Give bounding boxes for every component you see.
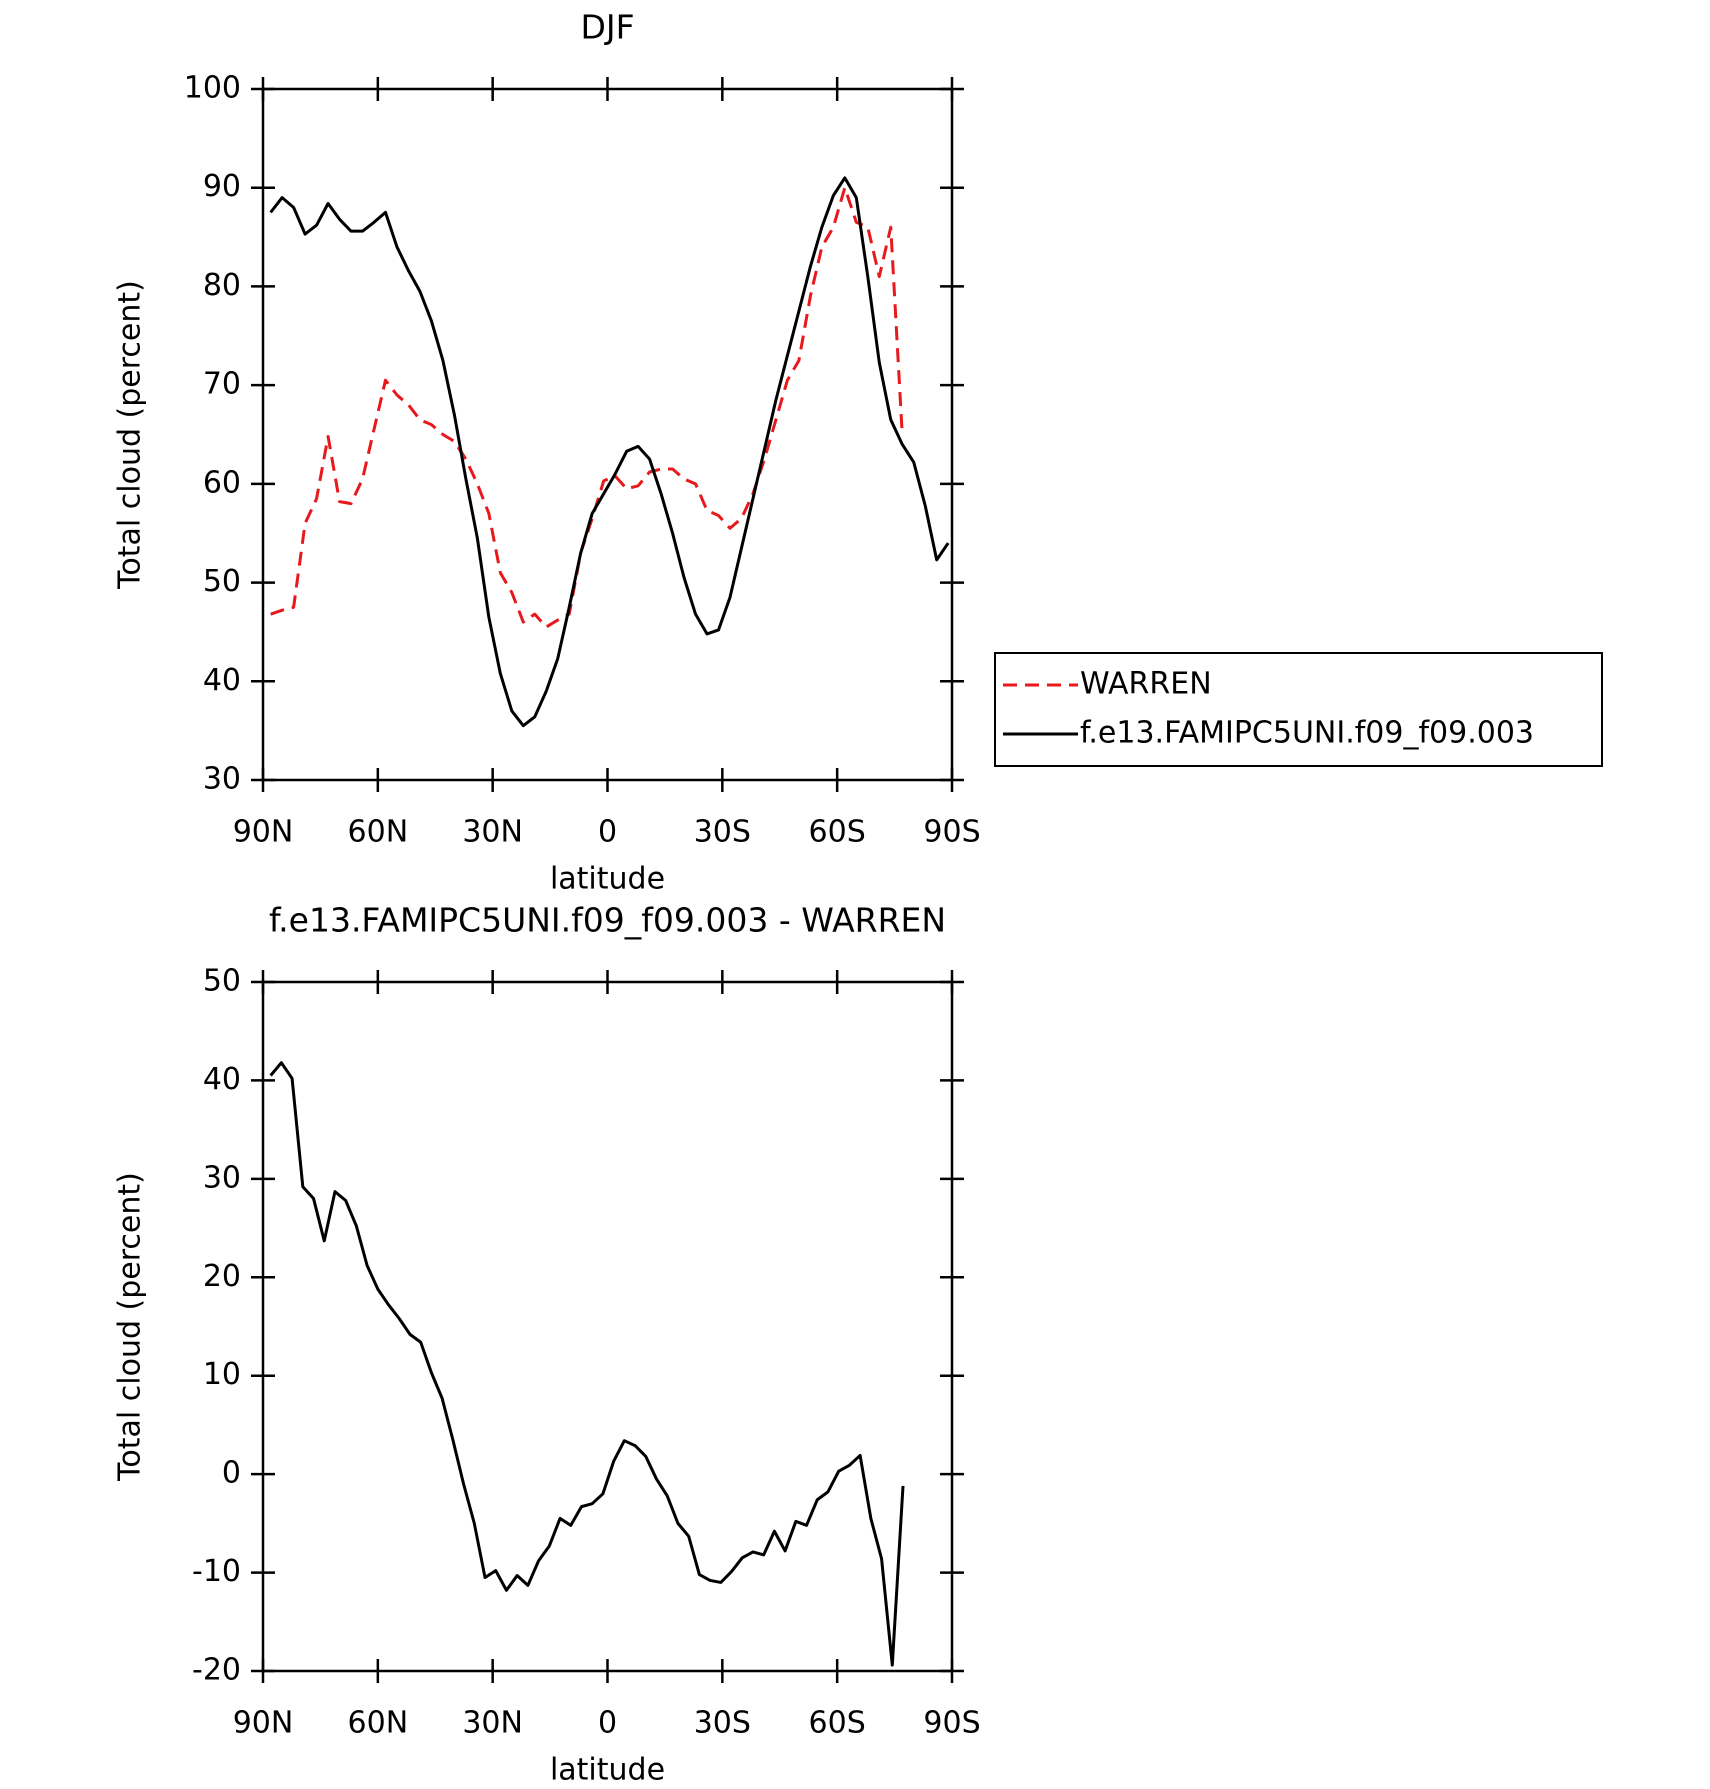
x-tick-label: 30S <box>694 815 751 850</box>
x-tick-label: 60N <box>348 1706 409 1741</box>
y-tick-label: 10 <box>203 1357 241 1392</box>
legend-label: WARREN <box>1080 667 1212 702</box>
y-tick-label: 70 <box>203 367 241 402</box>
x-tick-label: 0 <box>598 815 617 850</box>
x-tick-label: 90N <box>233 815 294 850</box>
legend-box <box>994 652 1603 767</box>
data-line <box>270 186 904 629</box>
x-tick-label: 90N <box>233 1706 294 1741</box>
y-tick-label: 40 <box>203 1062 241 1097</box>
x-tick-label: 60S <box>809 815 866 850</box>
y-tick-label: 30 <box>203 762 241 797</box>
plot-frame <box>261 87 954 782</box>
x-tick-label: 30N <box>462 815 523 850</box>
y-tick-label: -10 <box>192 1554 241 1589</box>
y-tick-label: 30 <box>203 1160 241 1195</box>
x-tick-label: 0 <box>598 1706 617 1741</box>
y-tick-label: 50 <box>203 964 241 999</box>
x-tick-label: 60N <box>348 815 409 850</box>
y-axis-label: Total cloud (percent) <box>113 280 148 590</box>
plot-frame <box>261 980 954 1673</box>
y-tick-label: 40 <box>203 663 241 698</box>
x-tick-label: 30S <box>694 1706 751 1741</box>
y-tick-label: 90 <box>203 169 241 204</box>
chart-title: f.e13.FAMIPC5UNI.f09_f09.003 - WARREN <box>269 901 946 940</box>
x-tick-label: 60S <box>809 1706 866 1741</box>
y-tick-label: 80 <box>203 268 241 303</box>
y-tick-label: 50 <box>203 564 241 599</box>
x-tick-label: 90S <box>923 815 980 850</box>
legend-label: f.e13.FAMIPC5UNI.f09_f09.003 <box>1080 716 1534 751</box>
x-axis-label: latitude <box>550 862 665 897</box>
data-line <box>269 1061 905 1667</box>
x-tick-label: 90S <box>923 1706 980 1741</box>
y-tick-label: 0 <box>222 1456 241 1491</box>
x-axis-label: latitude <box>550 1753 665 1788</box>
y-tick-label: 60 <box>203 465 241 500</box>
data-line <box>269 176 950 728</box>
y-tick-label: 20 <box>203 1259 241 1294</box>
y-axis-label: Total cloud (percent) <box>113 1172 148 1482</box>
x-tick-label: 30N <box>462 1706 523 1741</box>
y-tick-label: 100 <box>184 71 241 106</box>
chart-title: DJF <box>580 8 634 47</box>
y-tick-label: -20 <box>192 1653 241 1688</box>
